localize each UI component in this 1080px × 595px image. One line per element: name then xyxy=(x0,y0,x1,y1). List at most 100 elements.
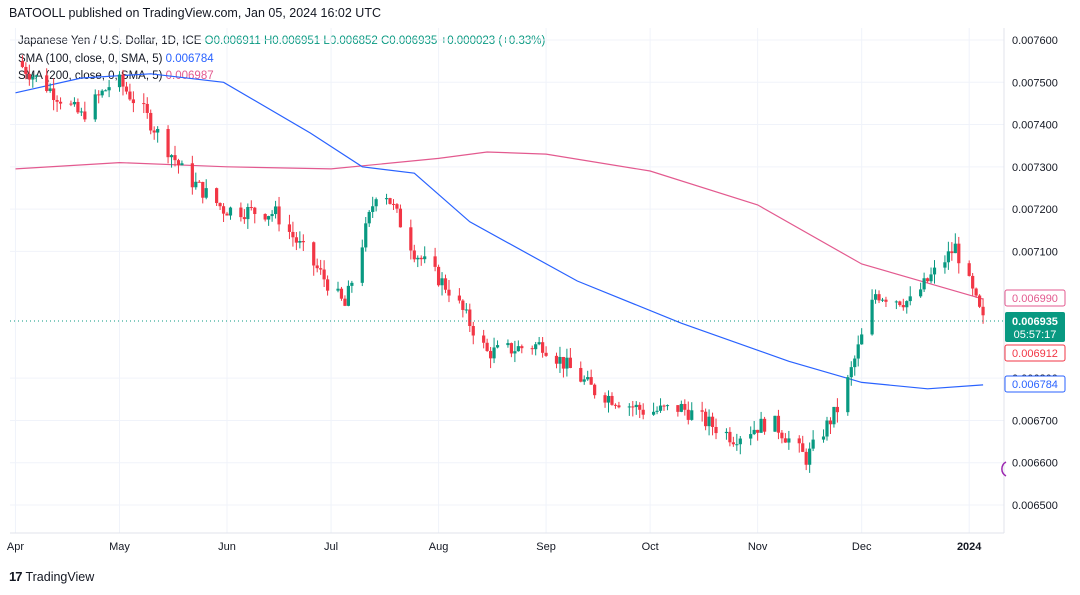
candle-up xyxy=(169,155,174,158)
candle-down xyxy=(485,342,489,351)
candle-down xyxy=(294,237,298,243)
candle-down xyxy=(142,103,146,105)
badge-last-price: 0.006935 05:57:17 xyxy=(1005,312,1065,342)
candle-down xyxy=(20,61,25,67)
y-tick-label: 0.007500 xyxy=(1012,77,1058,89)
candle-down xyxy=(967,263,971,276)
candle-up xyxy=(336,288,340,291)
footer-brand: 17 TradingView xyxy=(9,569,94,584)
candle-down xyxy=(686,409,690,420)
candle-up xyxy=(846,377,850,413)
candle-up xyxy=(384,198,389,200)
alert-marker-icon[interactable] xyxy=(1001,461,1007,477)
candle-up xyxy=(749,434,753,439)
candle-down xyxy=(676,405,680,412)
candle-down xyxy=(97,94,101,96)
candle-up xyxy=(873,294,878,300)
candle-down xyxy=(631,406,635,408)
candle-up xyxy=(908,296,912,302)
candle-up xyxy=(787,438,791,443)
candle-up xyxy=(943,262,947,268)
badge-prev-close: 0.006912 xyxy=(1004,344,1066,362)
candle-down xyxy=(433,256,437,267)
candle-down xyxy=(339,288,344,299)
candle-up xyxy=(759,418,763,433)
candle-down xyxy=(190,163,194,188)
candle-up xyxy=(31,76,35,80)
candle-down xyxy=(613,404,618,406)
candle-down xyxy=(520,346,524,349)
candle-down xyxy=(662,405,666,407)
badge-sma100: 0.006784 xyxy=(1004,375,1066,393)
sma100-legend[interactable]: SMA (100, close, 0, SMA, 5) 0.006784 xyxy=(18,53,214,65)
candle-up xyxy=(34,75,38,77)
symbol-legend[interactable]: Japanese Yen / U.S. Dollar, 1D, ICE O0.0… xyxy=(18,35,545,47)
candle-down xyxy=(291,231,295,238)
candle-down xyxy=(166,128,170,158)
candle-up xyxy=(707,416,711,427)
candle-up xyxy=(364,223,368,248)
sma200-line xyxy=(15,151,984,300)
candle-up xyxy=(72,101,77,105)
candle-down xyxy=(471,326,475,336)
y-tick-label: 0.006600 xyxy=(1012,458,1058,470)
candle-up xyxy=(516,346,520,352)
candle-down xyxy=(325,279,330,291)
candle-down xyxy=(436,266,441,286)
candle-down xyxy=(641,409,645,415)
candle-up xyxy=(440,278,444,286)
candle-up xyxy=(932,267,937,275)
x-tick-label: May xyxy=(109,541,130,553)
candle-down xyxy=(971,275,975,289)
candle-down xyxy=(898,301,902,306)
candle-down xyxy=(145,103,149,113)
candle-down xyxy=(58,101,63,104)
candle-down xyxy=(981,306,985,316)
candle-down xyxy=(957,243,961,264)
candle-down xyxy=(447,289,451,296)
candle-down xyxy=(173,155,177,161)
candle-up xyxy=(79,111,83,113)
badge-sma200: 0.006990 xyxy=(1004,289,1066,307)
candle-up xyxy=(946,251,950,263)
svg-text:0.006784: 0.006784 xyxy=(1012,379,1058,391)
candle-down xyxy=(124,86,129,92)
candle-down xyxy=(884,299,888,302)
candle-up xyxy=(270,214,274,217)
candle-up xyxy=(104,90,108,92)
candle-up xyxy=(360,247,364,283)
candle-down xyxy=(218,203,222,207)
candle-down xyxy=(76,101,80,113)
candle-up xyxy=(773,415,777,432)
candle-up xyxy=(853,358,857,368)
y-tick-label: 0.007300 xyxy=(1012,162,1058,174)
candle-up xyxy=(627,406,631,408)
candle-down xyxy=(419,257,423,260)
candle-up xyxy=(724,431,729,434)
ohlc-open: O0.006911 xyxy=(204,35,261,47)
candle-down xyxy=(780,432,784,439)
candle-up xyxy=(665,405,670,407)
candle-down xyxy=(568,357,572,368)
candle-up xyxy=(565,357,569,369)
candle-down xyxy=(617,405,621,408)
candle-up xyxy=(856,344,860,359)
svg-text:0.006990: 0.006990 xyxy=(1012,293,1058,305)
candle-up xyxy=(194,181,198,188)
candle-down xyxy=(242,217,246,220)
candle-down xyxy=(221,206,226,214)
candle-up xyxy=(267,216,271,220)
candle-down xyxy=(55,100,59,102)
candle-up xyxy=(107,87,111,91)
symbol-name: Japanese Yen / U.S. Dollar, 1D, ICE xyxy=(18,35,202,47)
candle-down xyxy=(225,213,229,216)
candle-up xyxy=(350,282,354,286)
candle-down xyxy=(544,352,548,356)
x-tick-label: 2024 xyxy=(957,541,982,553)
footer-brand-label: TradingView xyxy=(25,569,95,584)
y-tick-label: 0.007400 xyxy=(1012,120,1058,132)
svg-text:05:57:17: 05:57:17 xyxy=(1014,329,1057,341)
candle-down xyxy=(762,418,767,432)
candle-up xyxy=(905,301,909,308)
